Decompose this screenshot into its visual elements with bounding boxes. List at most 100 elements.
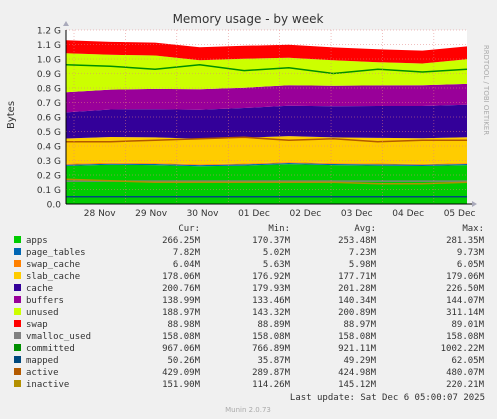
legend-swatch-inactive	[14, 380, 21, 387]
y-tick-label: 0.4 G	[37, 143, 61, 153]
legend-header: Max:	[462, 224, 484, 234]
legend-name: vmalloc_used	[26, 332, 91, 342]
legend-value: 281.35M	[446, 236, 485, 246]
legend-value: 114.26M	[252, 380, 291, 390]
area-buffers	[66, 83, 467, 113]
legend-value: 89.01M	[451, 320, 484, 330]
legend-table: Cur: Min: Avg: Max: apps 266.25M 170.37M 253.48…	[14, 224, 485, 390]
legend-name: inactive	[26, 380, 69, 390]
legend-name: apps	[26, 236, 48, 246]
legend-swatch-slab-cache	[14, 272, 21, 279]
y-tick-label: 0.8 G	[37, 85, 61, 95]
legend-value: 6.05M	[457, 260, 485, 270]
legend-value: 62.05M	[451, 356, 484, 366]
legend-value: 177.71M	[338, 272, 377, 282]
legend-value: 158.08M	[446, 332, 485, 342]
legend-value: 88.97M	[343, 320, 376, 330]
legend-value: 220.21M	[446, 380, 485, 390]
x-axis-ticks: 28 Nov 29 Nov 30 Nov 01 Dec 02 Dec 03 Dec 04 D…	[84, 209, 476, 219]
legend-value: 921.11M	[338, 344, 377, 354]
legend-value: 200.89M	[338, 308, 377, 318]
legend-name: buffers	[26, 296, 64, 306]
legend-value: 7.23M	[349, 248, 377, 258]
area-cache	[66, 104, 467, 139]
y-tick-label: 1.1 G	[37, 41, 61, 51]
legend-value: 201.28M	[338, 284, 377, 294]
legend-value: 967.06M	[162, 344, 201, 354]
legend-value: 5.02M	[263, 248, 291, 258]
x-tick-label: 03 Dec	[341, 209, 373, 219]
munin-footer: Munin 2.0.73	[225, 406, 271, 414]
legend-swatch-mapped	[14, 356, 21, 363]
legend-value: 145.12M	[338, 380, 377, 390]
legend-value: 138.99M	[162, 296, 201, 306]
legend-swatch-cache	[14, 284, 21, 291]
legend-value: 178.06M	[162, 272, 201, 282]
legend-value: 311.14M	[446, 308, 485, 318]
legend-header: Cur:	[178, 224, 200, 234]
legend-value: 9.73M	[457, 248, 485, 258]
legend-value: 143.32M	[252, 308, 291, 318]
legend-swatch-buffers	[14, 296, 21, 303]
y-tick-label: 0.0	[47, 201, 62, 211]
legend-value: 35.87M	[257, 356, 290, 366]
line-active	[66, 136, 467, 143]
legend-value: 253.48M	[338, 236, 377, 246]
legend-value: 49.29M	[343, 356, 376, 366]
y-axis-arrow-icon	[63, 21, 69, 26]
legend-value: 179.93M	[252, 284, 291, 294]
legend-value: 176.92M	[252, 272, 291, 282]
legend-value: 200.76M	[162, 284, 201, 294]
area-swap-cache	[66, 162, 467, 166]
legend-value: 429.09M	[162, 368, 201, 378]
legend-swatch-page-tables	[14, 248, 21, 255]
line-inactive	[65, 178, 468, 185]
legend-name: swap	[26, 320, 48, 330]
x-axis-arrow-icon	[472, 201, 477, 207]
legend-swatch-swap	[14, 320, 21, 327]
y-tick-label: 1.2 G	[37, 27, 61, 37]
area-slab-cache	[66, 136, 467, 165]
legend-value: 289.87M	[252, 368, 291, 378]
x-tick-label: 05 Dec	[444, 209, 476, 219]
area-unused	[66, 53, 467, 93]
grid-lines	[66, 29, 467, 204]
legend-value: 170.37M	[252, 236, 291, 246]
y-tick-label: 0.7 G	[37, 99, 61, 109]
legend-swatch-swap-cache	[14, 260, 21, 267]
legend-name: unused	[26, 308, 59, 318]
last-update-text: Last update: Sat Dec 6 05:00:07 2025	[290, 393, 485, 403]
legend-name: committed	[26, 344, 75, 354]
legend-value: 133.46M	[252, 296, 291, 306]
y-tick-label: 0.3 G	[37, 157, 61, 167]
legend-name: cache	[26, 284, 53, 294]
legend-value: 424.98M	[338, 368, 377, 378]
y-axis-label: Bytes	[6, 101, 17, 129]
legend-value: 480.07M	[446, 368, 485, 378]
y-tick-label: 0.9 G	[37, 70, 61, 80]
legend-value: 158.08M	[338, 332, 377, 342]
legend-name: page_tables	[26, 248, 86, 258]
x-tick-label: 30 Nov	[187, 209, 220, 219]
legend-swatch-apps	[14, 236, 21, 243]
chart-title: Memory usage - by week	[173, 12, 324, 26]
x-tick-label: 28 Nov	[84, 209, 117, 219]
legend-name: active	[26, 368, 59, 378]
legend-value: 5.98M	[349, 260, 377, 270]
legend-value: 188.97M	[162, 308, 201, 318]
x-tick-label: 29 Nov	[135, 209, 168, 219]
legend-name: mapped	[26, 356, 59, 366]
legend-value: 88.89M	[257, 320, 290, 330]
legend-value: 7.82M	[173, 248, 201, 258]
legend-value: 766.89M	[252, 344, 291, 354]
legend-value: 5.63M	[263, 260, 291, 270]
x-tick-label: 01 Dec	[238, 209, 270, 219]
legend-swatch-vmalloc-used	[14, 332, 21, 339]
x-tick-label: 02 Dec	[289, 209, 321, 219]
legend-header: Min:	[268, 224, 290, 234]
legend-header: Avg:	[354, 224, 376, 234]
legend-value: 158.08M	[252, 332, 291, 342]
y-tick-label: 0.1 G	[37, 186, 61, 196]
legend-value: 179.06M	[446, 272, 485, 282]
legend-swatch-active	[14, 368, 21, 375]
